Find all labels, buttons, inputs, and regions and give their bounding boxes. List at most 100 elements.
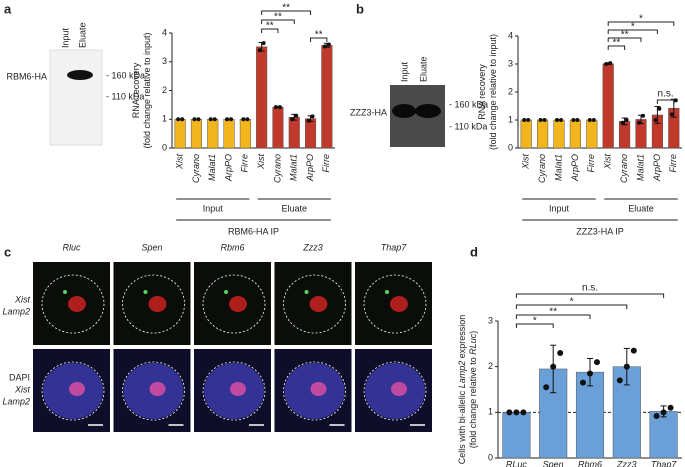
lamp2-spot [143,290,148,294]
data-point [555,118,559,122]
xist-cloud [229,296,247,312]
bar [207,119,219,149]
bar [321,45,333,149]
x-tick-label: RLuc [506,459,528,467]
x-tick-label: Xist [521,154,531,171]
bar [602,63,614,149]
protein-label: ZZZ3-HA [350,107,387,117]
panel-label: c [4,244,11,259]
group-label: Eluate [281,203,307,213]
microscopy: Rluc Spen Rbm6 Zzz3 Thap7 Xist Lamp2 DAPI Xist La… [2,242,432,432]
significance-label: * [631,22,635,33]
data-point [192,117,197,122]
y-tick-label: 1 [488,407,493,417]
x-tick-label: ArpPO [223,154,233,182]
data-point [657,106,662,111]
y-tick-label: 4 [508,30,513,40]
lane-label: Eluate [418,56,428,82]
x-tick-label: Malat1 [289,154,299,181]
x-tick-label: Malat1 [553,154,563,181]
blot-band [67,70,93,80]
x-tick-label: Zzz3 [616,459,637,467]
bar [272,106,284,149]
x-tick-label: Xist [256,154,266,171]
column-label: Thap7 [381,242,408,252]
data-point [196,117,201,122]
data-point [594,359,600,366]
lamp2-spot [224,290,228,294]
group-label: Input [549,203,570,213]
significance-label: * [570,297,574,308]
data-point [559,118,563,122]
y-axis-label-part: (fold change relative to input) [488,34,498,150]
x-tick-label: Firre [586,154,596,173]
lane-label: Eluate [77,22,87,48]
significance-label: n.s. [582,283,598,294]
data-point [522,118,527,122]
y-axis-label: RNA recovery [131,62,141,118]
row-label: Lamp2 [2,306,30,316]
significance-label: ** [315,30,323,41]
column-label: Spen [141,242,162,252]
nucleus-outline [122,361,185,421]
xist-cloud [391,382,407,396]
data-point [669,112,674,117]
data-point [326,42,331,47]
significance-bracket [607,45,626,50]
data-point [604,62,609,66]
significance-label: ** [266,21,274,32]
y-tick-label: 3 [488,315,493,325]
bar [502,412,531,459]
data-point [630,347,637,354]
y-tick-label: 3 [162,56,167,66]
data-point [212,117,217,122]
data-point [653,118,658,122]
y-axis-label-part: (fold change relative to input) [142,32,152,148]
data-point [506,409,513,416]
data-point [208,117,213,122]
marker-label: - 160 kDa [106,70,145,80]
y-axis-label-part: (fold change relative to [468,355,478,449]
bar [575,371,605,459]
data-point [180,117,185,122]
data-point [176,117,181,122]
data-point [620,120,625,125]
group-label: Eluate [628,203,654,213]
data-point [673,98,678,103]
y-axis-label-part: Lamp2 [457,361,467,389]
significance-label: n.s. [658,89,674,100]
data-point [526,118,531,122]
data-point [575,118,580,122]
protein-label: RBM6-HA [6,71,47,81]
data-point [591,118,596,122]
y-tick-label: 1 [508,114,513,124]
bar [569,119,581,149]
bar [190,119,202,149]
x-tick-label: Malat1 [635,154,645,181]
y-tick-label: 1 [162,114,167,124]
significance-label: ** [274,12,282,23]
significance-bracket [261,19,295,24]
x-tick-label: ArpPO [305,154,315,182]
data-point [641,113,645,118]
x-axis-label: RBM6-HA IP [228,226,279,236]
y-axis-label-part: RNA recovery [131,62,141,118]
significance-bracket [607,29,658,34]
data-point [542,118,547,122]
data-point [245,117,250,122]
bar [174,119,186,149]
blot-image [49,49,103,146]
y-axis-label-part: RNA recovery [477,64,487,120]
panel-label: a [4,1,12,16]
data-point [580,379,586,386]
column-label: Rbm6 [220,242,244,252]
y-axis-label: (fold change relative to input) [142,32,152,148]
y-axis-label-part: expression [457,315,467,361]
y-axis-label: (fold change relative to input) [488,34,498,150]
bar [520,119,532,149]
y-axis-label-part: RLuc [468,333,478,355]
y-axis-label-part: Cells with bi-allelic [457,388,467,464]
x-tick-label: Firre [240,154,250,173]
x-tick-label: Cyrano [191,154,201,183]
y-axis-label: RNA recovery [477,64,487,120]
